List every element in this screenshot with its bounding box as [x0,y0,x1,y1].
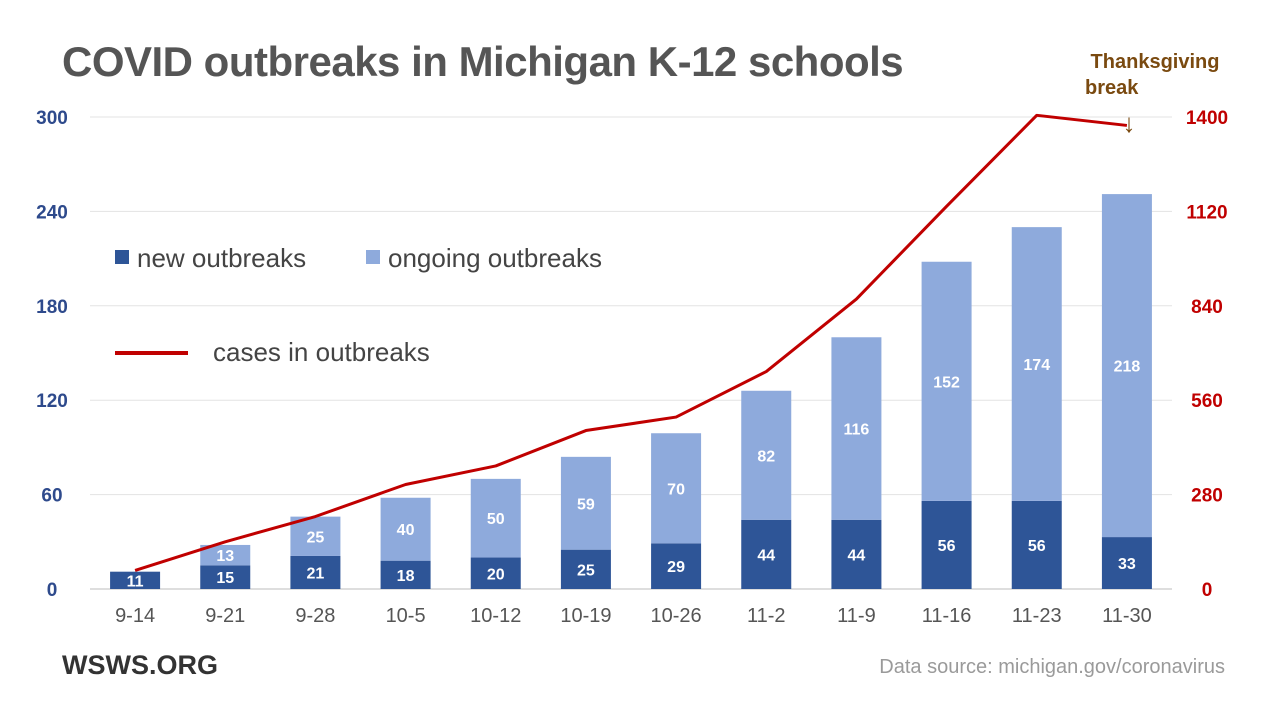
bar-new-outbreaks [470,557,521,589]
bar-label-new: 44 [757,547,775,564]
bar-ongoing-outbreaks [200,544,251,566]
bar-label-ongoing: 174 [1023,357,1050,374]
x-tick-label: 9-28 [295,605,335,627]
bar-ongoing-outbreaks [380,497,431,561]
bar-label-new: 29 [667,559,685,576]
x-tick-label: 11-23 [1012,605,1062,627]
bar-ongoing-outbreaks [1011,227,1062,501]
legend-swatch-ongoing [366,250,380,264]
y2-tick-label: 280 [1191,486,1223,507]
legend-swatch-new [115,250,129,264]
bar-new-outbreaks [741,519,792,589]
bar-label-ongoing: 116 [844,422,870,439]
x-tick-label: 11-2 [747,605,786,627]
chart-title: COVID outbreaks in Michigan K-12 schools [62,38,904,85]
x-tick-label: 10-26 [651,605,702,627]
x-tick-label: 9-21 [205,605,245,627]
bar-label-ongoing: 13 [216,548,234,565]
y-tick-label: 240 [36,202,68,223]
bar-new-outbreaks [921,500,972,589]
bar-ongoing-outbreaks [1101,194,1152,538]
annotation-line2: break [1085,77,1139,99]
annotation-line1: Thanksgiving [1091,51,1220,73]
bar-label-ongoing: 70 [667,481,685,498]
bar-label-ongoing: 218 [1114,359,1141,376]
y-tick-label: 300 [36,108,68,129]
bar-new-outbreaks [200,565,251,589]
x-tick-label: 9-14 [115,605,155,627]
legend-label-cases: cases in outbreaks [213,337,430,367]
y2-tick-label: 1120 [1186,202,1227,223]
x-tick-label: 10-12 [470,605,521,627]
bar-label-new: 56 [1028,538,1046,555]
bar-label-ongoing: 82 [757,448,775,465]
y2-tick-label: 560 [1191,391,1223,412]
bar-ongoing-outbreaks [741,390,792,520]
bar-new-outbreaks [1011,500,1062,589]
bar-new-outbreaks [651,543,702,589]
bar-label-new: 20 [487,566,505,583]
cases-line [134,113,1128,572]
bar-label-ongoing: 25 [307,529,325,546]
legend: new outbreaks ongoing outbreaks cases in… [115,243,602,367]
y2-tick-label: 0 [1202,580,1213,601]
brand-logo-text: WSWS.ORG [62,650,218,680]
y-tick-label: 180 [36,297,68,318]
bar-ongoing-outbreaks [560,456,611,550]
bar-label-ongoing: 40 [397,522,415,539]
legend-label-ongoing: ongoing outbreaks [388,243,602,273]
data-source: Data source: michigan.gov/coronavirus [879,656,1225,678]
legend-label-new: new outbreaks [137,243,306,273]
bar-ongoing-outbreaks [831,337,882,520]
bar-new-outbreaks [290,555,341,589]
bar-label-new: 18 [397,568,415,585]
cases-line-layer [134,113,1128,572]
y2-tick-label: 1400 [1186,108,1228,129]
x-tick-label: 10-5 [386,605,426,627]
bar-ongoing-outbreaks [290,516,341,556]
gridlines [90,116,1172,590]
bar-label-ongoing: 50 [487,511,505,528]
y-tick-label: 60 [41,486,62,507]
x-tick-label: 11-9 [837,605,876,627]
bar-label-new: 56 [938,538,956,555]
bar-label-new: 44 [848,547,866,564]
annotation-arrow: ↓ [1123,108,1136,138]
bar-new-outbreaks [831,519,882,589]
bar-ongoing-outbreaks [921,261,972,501]
bar-new-outbreaks [560,549,611,589]
bar-label-new: 33 [1118,556,1136,573]
y2-tick-label: 840 [1191,297,1223,318]
bar-label-new: 21 [307,565,325,582]
bar-label-new: 25 [577,562,595,579]
bar-ongoing-outbreaks [470,478,521,558]
x-tick-label: 11-30 [1102,605,1152,627]
x-tick-label: 10-19 [560,605,611,627]
thanksgiving-annotation: Thanksgiving break ↓ [1085,51,1219,138]
bar-label-ongoing: 59 [577,496,595,513]
bar-ongoing-outbreaks [651,433,702,544]
bar-label-new: 11 [127,573,144,590]
bar-label-ongoing: 152 [933,374,960,391]
y-tick-label: 0 [47,580,58,601]
bars: 11 15 13 21 25 18 40 20 50 25 59 29 70 44 82 44 116 56 152… [110,194,1152,590]
bar-new-outbreaks [110,571,161,589]
bar-new-outbreaks [380,560,431,589]
x-tick-label: 11-16 [922,605,972,627]
bar-new-outbreaks [1101,537,1152,589]
bar-label-new: 15 [216,570,234,587]
y-tick-label: 120 [36,391,68,412]
